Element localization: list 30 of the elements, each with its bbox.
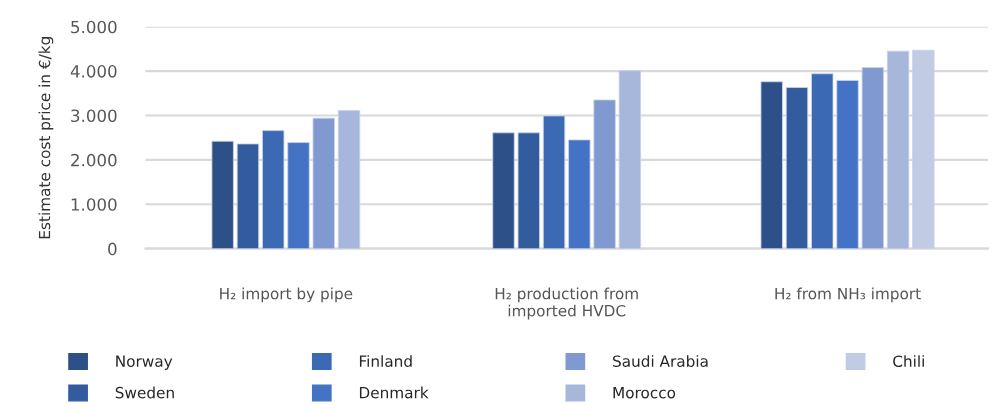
legend-label: Chili [893,355,924,367]
y-tick-label: 2.000 [71,153,117,167]
bar [760,81,783,249]
legend-label: Finland [359,355,412,367]
bar [912,49,935,249]
y-tick-label: 1.000 [71,198,117,211]
legend-label: Denmark [359,386,429,399]
legend-label: Norway [116,355,173,370]
y-tick-label: 0 [108,242,117,256]
bar [861,67,884,249]
bar [287,142,310,249]
bar [236,143,260,249]
bar [785,87,809,249]
y-tick-label: 3.000 [71,109,117,123]
x-tick-label: H₂ import by pipe [220,287,353,303]
bar [262,130,285,249]
bar [312,117,335,249]
bar [886,50,910,249]
bar [811,73,834,249]
bar [337,110,361,249]
x-tick-label: H₂ from NH₃ import [775,287,921,303]
legend-label: Morocco [613,387,676,399]
legend-label: Saudi Arabia [613,355,708,367]
legend-label: Sweden [115,386,174,399]
bar [836,80,859,249]
bar [211,140,234,249]
y-axis-title: Estimate cost price in €/kg [38,37,54,239]
y-tick-label: 4.000 [70,65,117,78]
y-tick-label: 5.000 [71,20,117,34]
x-tick-label: H₂ production from imported HVDC [495,287,638,320]
